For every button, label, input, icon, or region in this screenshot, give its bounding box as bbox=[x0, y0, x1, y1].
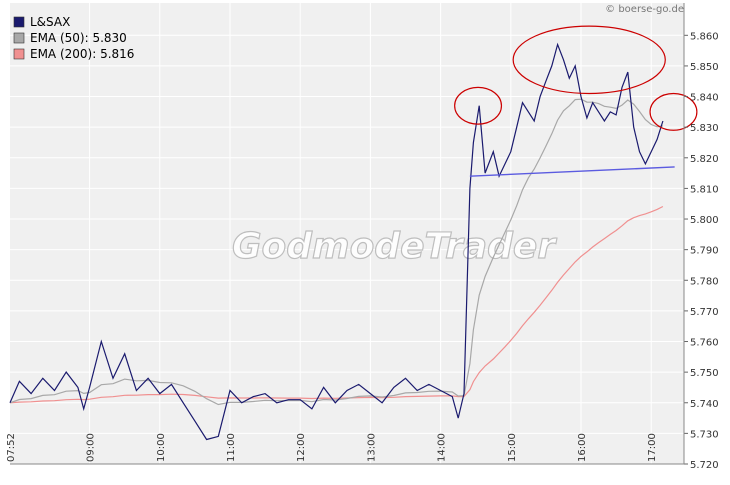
series-line-ema50 bbox=[9, 98, 663, 406]
trendline bbox=[469, 166, 675, 177]
y-tick-label: 5.830 bbox=[690, 123, 719, 134]
y-tick-label: 5.780 bbox=[690, 276, 719, 287]
x-tick-label: 15:00 bbox=[507, 433, 518, 462]
y-tick-label: 5.740 bbox=[690, 399, 719, 410]
series-line-lsax bbox=[9, 42, 664, 441]
legend-swatch bbox=[13, 16, 25, 28]
y-tick-label: 5.760 bbox=[690, 338, 719, 349]
series-line-ema200 bbox=[9, 205, 664, 404]
x-tick-label: 17:00 bbox=[647, 433, 658, 462]
source-label: © boerse-go.de bbox=[605, 4, 684, 15]
x-tick-label: 07:52 bbox=[6, 433, 17, 462]
y-tick-label: 5.720 bbox=[690, 460, 719, 471]
legend-entry: EMA (50): 5.830 bbox=[30, 31, 127, 45]
y-tick-label: 5.820 bbox=[690, 154, 719, 165]
x-tick-label: 11:00 bbox=[226, 433, 237, 462]
x-tick-label: 10:00 bbox=[156, 433, 167, 462]
legend-swatch bbox=[13, 32, 25, 44]
x-tick-label: 12:00 bbox=[296, 433, 307, 462]
y-tick-label: 5.770 bbox=[690, 307, 719, 318]
legend-entry: EMA (200): 5.816 bbox=[30, 47, 134, 61]
x-tick-label: 16:00 bbox=[577, 433, 588, 462]
y-tick-label: 5.730 bbox=[690, 429, 719, 440]
y-tick-label: 5.790 bbox=[690, 246, 719, 257]
x-tick-label: 14:00 bbox=[437, 433, 448, 462]
y-tick-label: 5.800 bbox=[690, 215, 719, 226]
highlight-ellipse bbox=[649, 92, 698, 131]
y-tick-label: 5.840 bbox=[690, 93, 719, 104]
x-tick-label: 09:00 bbox=[86, 433, 97, 462]
watermark-text: GodmodeTrader bbox=[232, 226, 557, 267]
y-tick-label: 5.750 bbox=[690, 368, 719, 379]
y-tick-label: 5.810 bbox=[690, 184, 719, 195]
plot-area bbox=[10, 3, 684, 464]
legend-swatch bbox=[13, 48, 25, 60]
highlight-ellipse bbox=[454, 86, 503, 125]
y-tick-label: 5.860 bbox=[690, 31, 719, 42]
legend-entry: L&SAX bbox=[30, 15, 70, 29]
y-tick-label: 5.850 bbox=[690, 62, 719, 73]
x-tick-label: 13:00 bbox=[366, 433, 377, 462]
highlight-ellipse bbox=[512, 25, 666, 95]
